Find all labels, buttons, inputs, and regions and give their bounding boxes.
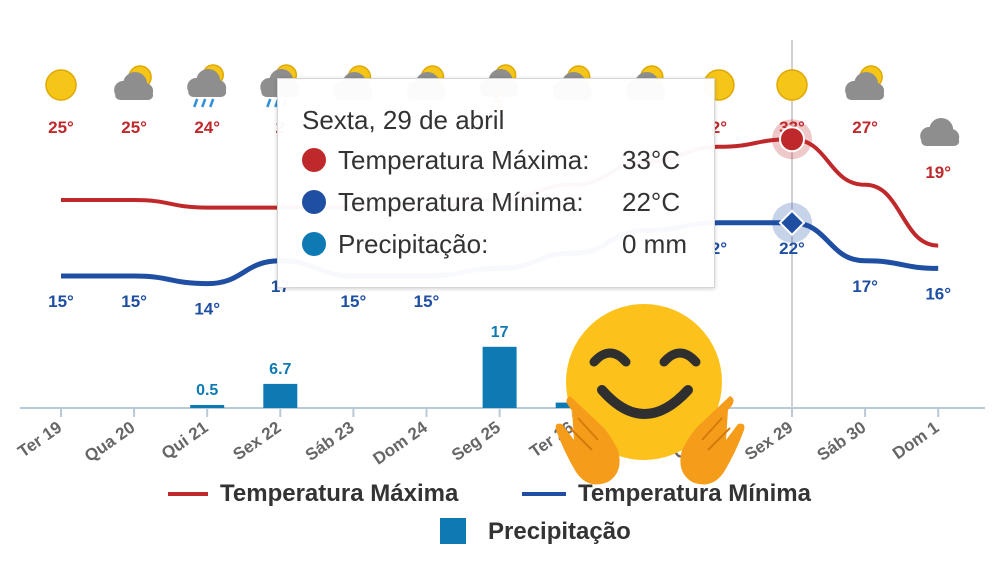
x-tick-label: Sáb 30 [814, 418, 870, 465]
x-tick-label: Dom 1 [889, 418, 942, 463]
precip-label: 0.5 [196, 382, 218, 399]
tooltip: Sexta, 29 de abril Temperatura Máxima: 3… [277, 78, 715, 288]
legend-min-swatch [522, 492, 566, 496]
max-temp-label: 25° [121, 118, 147, 137]
max-dot-icon [302, 148, 326, 172]
min-temp-label: 15° [414, 292, 440, 311]
legend-precip-label[interactable]: Precipitação [488, 518, 631, 545]
tooltip-row-precip: Precipitação: 0 mm [302, 227, 702, 261]
min-temp-label: 14° [194, 300, 220, 319]
sun-icon [45, 69, 77, 101]
tooltip-min-value: 22°C [622, 187, 681, 217]
min-temp-label: 15° [48, 292, 74, 311]
tooltip-row-min: Temperatura Mínima: 22°C [302, 185, 702, 219]
min-temp-label: 16° [925, 284, 951, 303]
min-temp-label: 15° [121, 292, 147, 311]
tooltip-max-label: Temperatura Máxima: [338, 145, 590, 175]
hugging-emoji-icon [555, 304, 745, 485]
tooltip-precip-label: Precipitação: [338, 229, 489, 259]
max-highlight-marker[interactable] [779, 126, 805, 153]
legend-max-label[interactable]: Temperatura Máxima [220, 480, 459, 507]
x-tick-label: Seg 25 [448, 418, 504, 465]
tooltip-precip-value: 0 mm [622, 229, 687, 259]
min-highlight-marker[interactable] [778, 209, 806, 237]
legend-min-label[interactable]: Temperatura Mínima [578, 480, 811, 507]
x-tick-label: Sáb 23 [302, 418, 358, 465]
legend-max-swatch [168, 492, 208, 496]
tooltip-row-max: Temperatura Máxima: 33°C [302, 143, 702, 177]
precip-bar[interactable] [482, 346, 517, 408]
precip-label: 17 [491, 324, 509, 341]
max-temp-label: 24° [194, 118, 220, 137]
cloud-sun-icon [114, 65, 154, 100]
min-temp-label: 22° [779, 239, 805, 258]
max-temp-label: 19° [925, 163, 951, 182]
precip-dot-icon [302, 232, 326, 256]
rain-cloud-icon [187, 64, 227, 108]
tooltip-max-value: 33°C [622, 145, 681, 175]
tooltip-min-label: Temperatura Mínima: [338, 187, 584, 217]
tooltip-title: Sexta, 29 de abril [302, 105, 505, 135]
max-temp-label: 25° [48, 118, 74, 137]
precip-bar[interactable] [263, 383, 298, 408]
x-tick-label: Sex 22 [230, 418, 285, 464]
x-tick-label: Ter 19 [14, 418, 65, 462]
cloud-sun-icon [845, 65, 885, 100]
x-tick-label: Dom 24 [370, 417, 432, 468]
min-dot-icon [302, 190, 326, 214]
min-temp-label: 17° [852, 277, 878, 296]
x-tick-label: Qui 21 [158, 418, 211, 463]
max-temp-label: 27° [852, 118, 878, 137]
cloud-icon [920, 118, 960, 146]
sun-icon [776, 69, 808, 101]
precip-label: 6.7 [269, 361, 291, 378]
precip-bar[interactable] [190, 405, 225, 408]
x-tick-label: Qua 20 [81, 418, 138, 466]
min-temp-label: 15° [341, 292, 367, 311]
legend-precip-swatch [440, 518, 466, 544]
